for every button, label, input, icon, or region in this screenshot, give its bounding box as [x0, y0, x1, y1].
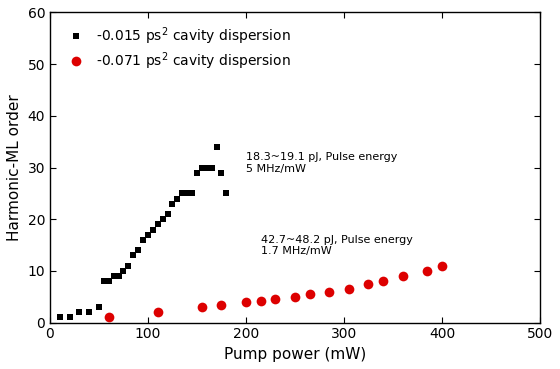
-0.015 ps$^{2}$ cavity dispersion — [169, 201, 176, 206]
-0.015 ps$^{2}$ cavity dispersion — [120, 269, 127, 273]
-0.071 ps$^{2}$ cavity dispersion — [242, 300, 249, 304]
X-axis label: Pump power (mW): Pump power (mW) — [224, 347, 366, 362]
-0.071 ps$^{2}$ cavity dispersion — [438, 263, 445, 268]
-0.071 ps$^{2}$ cavity dispersion — [272, 297, 279, 301]
-0.015 ps$^{2}$ cavity dispersion — [86, 310, 92, 314]
-0.015 ps$^{2}$ cavity dispersion — [155, 222, 161, 227]
-0.015 ps$^{2}$ cavity dispersion — [174, 196, 181, 201]
-0.071 ps$^{2}$ cavity dispersion — [257, 299, 264, 303]
-0.015 ps$^{2}$ cavity dispersion — [164, 212, 171, 216]
-0.071 ps$^{2}$ cavity dispersion — [306, 292, 313, 296]
-0.015 ps$^{2}$ cavity dispersion — [139, 238, 146, 242]
Line: -0.071 ps$^{2}$ cavity dispersion: -0.071 ps$^{2}$ cavity dispersion — [104, 261, 447, 323]
-0.015 ps$^{2}$ cavity dispersion — [101, 279, 108, 283]
Legend: -0.015 ps$^{2}$ cavity dispersion, -0.071 ps$^{2}$ cavity dispersion: -0.015 ps$^{2}$ cavity dispersion, -0.07… — [57, 20, 296, 78]
-0.015 ps$^{2}$ cavity dispersion — [115, 274, 122, 278]
-0.015 ps$^{2}$ cavity dispersion — [150, 227, 156, 232]
-0.015 ps$^{2}$ cavity dispersion — [76, 310, 83, 314]
-0.071 ps$^{2}$ cavity dispersion — [198, 305, 205, 309]
-0.015 ps$^{2}$ cavity dispersion — [223, 191, 230, 196]
-0.015 ps$^{2}$ cavity dispersion — [125, 263, 132, 268]
-0.071 ps$^{2}$ cavity dispersion — [105, 315, 112, 320]
-0.015 ps$^{2}$ cavity dispersion — [57, 315, 63, 320]
-0.071 ps$^{2}$ cavity dispersion — [155, 310, 161, 314]
-0.071 ps$^{2}$ cavity dispersion — [292, 294, 298, 299]
-0.015 ps$^{2}$ cavity dispersion — [159, 217, 166, 221]
-0.015 ps$^{2}$ cavity dispersion — [203, 165, 210, 170]
-0.015 ps$^{2}$ cavity dispersion — [66, 315, 73, 320]
-0.071 ps$^{2}$ cavity dispersion — [399, 274, 406, 278]
-0.071 ps$^{2}$ cavity dispersion — [218, 302, 225, 307]
-0.071 ps$^{2}$ cavity dispersion — [346, 287, 352, 291]
-0.015 ps$^{2}$ cavity dispersion — [135, 248, 142, 252]
-0.015 ps$^{2}$ cavity dispersion — [218, 170, 225, 175]
Text: 18.3~19.1 pJ, Pulse energy
5 MHz/mW: 18.3~19.1 pJ, Pulse energy 5 MHz/mW — [246, 152, 398, 174]
-0.015 ps$^{2}$ cavity dispersion — [130, 253, 137, 258]
-0.015 ps$^{2}$ cavity dispersion — [105, 279, 112, 283]
-0.015 ps$^{2}$ cavity dispersion — [184, 191, 190, 196]
-0.015 ps$^{2}$ cavity dispersion — [213, 145, 220, 149]
-0.015 ps$^{2}$ cavity dispersion — [189, 191, 195, 196]
-0.071 ps$^{2}$ cavity dispersion — [424, 269, 431, 273]
-0.071 ps$^{2}$ cavity dispersion — [365, 282, 372, 286]
-0.015 ps$^{2}$ cavity dispersion — [110, 274, 117, 278]
-0.015 ps$^{2}$ cavity dispersion — [144, 232, 151, 237]
Text: 42.7~48.2 pJ, Pulse energy
1.7 MHz/mW: 42.7~48.2 pJ, Pulse energy 1.7 MHz/mW — [260, 235, 413, 256]
-0.015 ps$^{2}$ cavity dispersion — [179, 191, 185, 196]
-0.015 ps$^{2}$ cavity dispersion — [194, 170, 200, 175]
-0.071 ps$^{2}$ cavity dispersion — [380, 279, 386, 283]
Line: -0.015 ps$^{2}$ cavity dispersion: -0.015 ps$^{2}$ cavity dispersion — [57, 144, 230, 321]
-0.015 ps$^{2}$ cavity dispersion — [208, 165, 215, 170]
-0.015 ps$^{2}$ cavity dispersion — [96, 305, 102, 309]
Y-axis label: Harmonic-ML order: Harmonic-ML order — [7, 94, 22, 241]
-0.071 ps$^{2}$ cavity dispersion — [326, 289, 333, 294]
-0.015 ps$^{2}$ cavity dispersion — [198, 165, 205, 170]
